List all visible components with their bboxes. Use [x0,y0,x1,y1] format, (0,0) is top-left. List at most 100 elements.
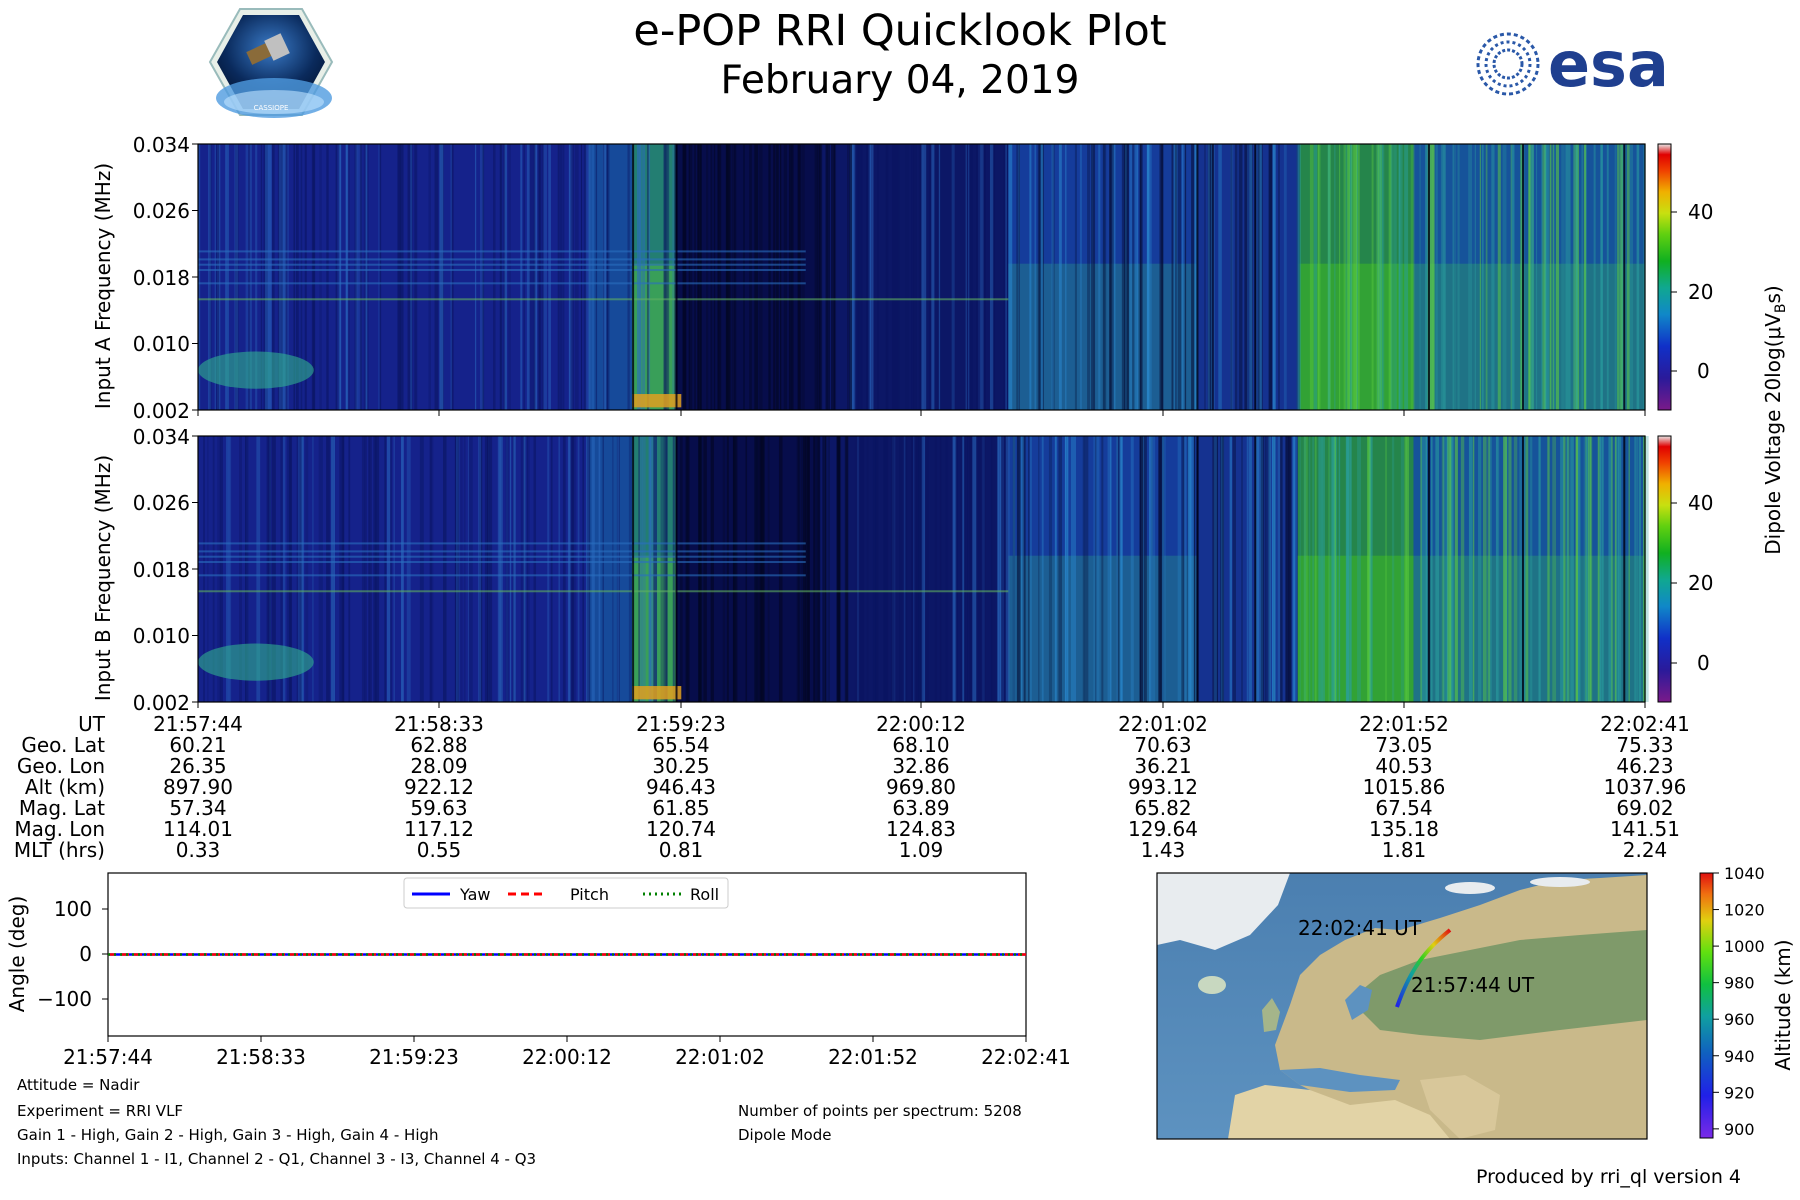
uk-land [1262,998,1280,1032]
ephemeris-row-label: Geo. Lon [16,754,105,778]
altitude-tick: 960 [1724,1010,1755,1029]
ephemeris-cell: 40.53 [1375,754,1433,778]
info-inputs: Inputs: Channel 1 - I1, Channel 2 - Q1, … [17,1150,537,1168]
colorbar-label-tail: s) [1761,285,1785,303]
altitude-tick: 980 [1724,974,1755,993]
ephemeris-cell: 32.86 [892,754,950,778]
ephemeris-cell: 2.24 [1622,838,1668,862]
legend-yaw-label: Yaw [459,885,490,904]
attitude-xtick: 21:59:23 [369,1045,459,1069]
esa-logo: esa [1476,28,1669,100]
ephemeris-cell: 1.81 [1381,838,1427,862]
logo-right-text: esa [1548,28,1669,100]
ephemeris-cell: 57.34 [169,796,227,820]
altitude-label: Altitude (km) [1771,939,1795,1070]
ephemeris-row-label: Mag. Lon [14,817,105,841]
ephemeris-cell: 65.54 [652,733,710,757]
spectrogram-a-image [198,144,1646,410]
ephemeris-cell: 61.85 [652,796,710,820]
track-label-start: 21:57:44 UT [1411,973,1535,997]
spectrogram-a [197,143,1646,411]
ephemeris-row-label: Mag. Lat [18,796,105,820]
attitude-ylabel: Angle (deg) [5,896,29,1013]
info-gains: Gain 1 - High, Gain 2 - High, Gain 3 - H… [17,1126,439,1144]
ephemeris-cell: 946.43 [646,775,716,799]
spectrogram-b-axis: Input B Frequency (MHz) 0.034 0.026 0.01… [91,425,190,715]
boreal-forest [1350,930,1647,1040]
mediterranean-sea [1280,1068,1400,1092]
ephemeris-cell: 114.01 [163,817,233,841]
ytick: 0.026 [133,199,190,223]
logo-left-text: CASSIOPE [254,104,289,112]
attitude-xtick: 22:01:52 [828,1045,918,1069]
ephemeris-cell: 36.21 [1134,754,1192,778]
colorbar-label: Dipole Voltage 20log(μVBs) [1761,285,1789,554]
attitude-ytick: −100 [37,987,92,1011]
ephemeris-cell: 0.81 [658,838,704,862]
ephemeris-cell: 124.83 [886,817,956,841]
info-points: Number of points per spectrum: 5208 [738,1102,1022,1120]
ephemeris-cell: 65.82 [1134,796,1192,820]
ephemeris-cell: 1.43 [1140,838,1186,862]
attitude-legend: Yaw Pitch Roll [403,877,729,909]
info-attitude: Attitude = Nadir [17,1076,140,1094]
plot-date: February 04, 2019 [720,58,1080,103]
ephemeris-row-label: Geo. Lat [21,733,105,757]
ephemeris-cell: 135.18 [1369,817,1439,841]
ground-track-map: 22:02:41 UT 21:57:44 UT [1156,872,1648,1140]
arabia-land [1420,1075,1500,1139]
ephemeris-row-label: UT [78,712,105,736]
ephemeris-cell: 68.10 [892,733,950,757]
satellite-track [1395,928,1452,1008]
ephemeris-cell: 67.54 [1375,796,1433,820]
attitude-xtick: 22:02:41 [981,1045,1071,1069]
spectrogram-b [197,435,1649,703]
ytick: 0.010 [133,624,190,648]
colorbar-label-sub: B [1773,303,1789,313]
ephemeris-cell: 28.09 [410,754,468,778]
cbar-tick: 20 [1688,280,1713,304]
ephemeris-cell: 22:01:52 [1359,712,1449,736]
ephemeris-cell: 0.33 [175,838,221,862]
ephemeris-cell: 0.55 [416,838,462,862]
attitude-plot: Angle (deg) 100 0 −100 21:57:44 21:58:33 2… [5,872,1071,1069]
africa-land [1228,1085,1450,1139]
ephemeris-cell: 141.51 [1610,817,1680,841]
cassiope-logo: CASSIOPE [208,8,334,118]
ephemeris-cell: 60.21 [169,733,227,757]
cbar-tick: 40 [1688,491,1713,515]
ephemeris-cell: 22:02:41 [1600,712,1690,736]
altitude-tick: 1020 [1724,901,1765,920]
ephemeris-cell: 22:00:12 [876,712,966,736]
info-mode: Dipole Mode [738,1126,832,1144]
altitude-tick: 900 [1724,1120,1755,1139]
cbar-tick: 0 [1697,651,1710,675]
attitude-xtick: 22:01:02 [675,1045,765,1069]
ephemeris-cell: 117.12 [404,817,474,841]
attitude-ytick: 100 [54,897,92,921]
ytick: 0.002 [133,399,190,423]
ephemeris-cell: 21:57:44 [153,712,243,736]
iceland-land [1198,976,1226,994]
ytick: 0.002 [133,691,190,715]
ephemeris-cell: 897.90 [163,775,233,799]
ephemeris-cell: 993.12 [1128,775,1198,799]
ytick: 0.034 [133,133,190,157]
spectrogram-b-image [198,436,1649,702]
ephemeris-cell: 969.80 [886,775,956,799]
cbar-tick: 20 [1688,571,1713,595]
ephemeris-cell: 21:59:23 [636,712,726,736]
attitude-xtick: 21:57:44 [63,1045,153,1069]
attitude-xtick: 21:58:33 [216,1045,306,1069]
ephemeris-cell: 922.12 [404,775,474,799]
ephemeris-cell: 59.63 [410,796,468,820]
footer-credit: Produced by rri_ql version 4 [1476,1166,1741,1188]
input-b-ylabel: Input B Frequency (MHz) [91,455,115,701]
ephemeris-cell: 129.64 [1128,817,1198,841]
ephemeris-row-label: Alt (km) [24,775,105,799]
track-label-end: 22:02:41 UT [1298,916,1422,940]
ephemeris-cell: 1.09 [898,838,944,862]
ephemeris-cell: 21:58:33 [394,712,484,736]
attitude-xtick: 22:00:12 [522,1045,612,1069]
cbar-tick: 40 [1688,200,1713,224]
